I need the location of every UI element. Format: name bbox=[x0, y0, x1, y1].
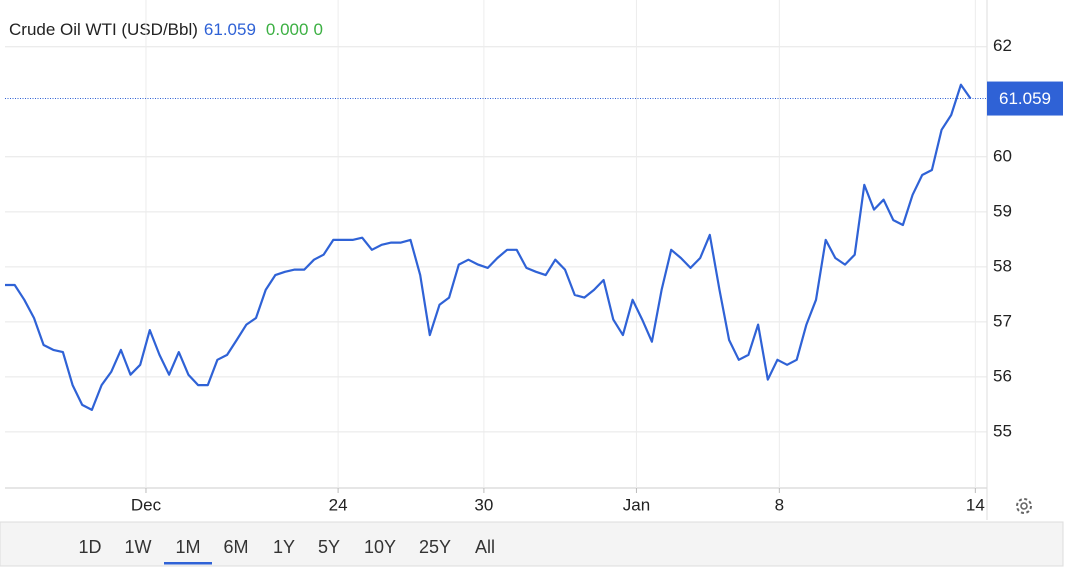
y-tick-label: 56 bbox=[993, 366, 1012, 385]
x-tick-label: 30 bbox=[474, 495, 493, 514]
change: 0.000 bbox=[266, 20, 309, 39]
range-button[interactable]: 1W bbox=[125, 537, 152, 557]
range-button[interactable]: 1D bbox=[78, 537, 101, 557]
x-tick-label: 14 bbox=[966, 495, 985, 514]
change-percent: 0 bbox=[313, 20, 322, 39]
y-tick-label: 60 bbox=[993, 146, 1012, 165]
range-active-underline bbox=[164, 562, 212, 565]
y-tick-label: 58 bbox=[993, 256, 1012, 275]
y-tick-label: 55 bbox=[993, 421, 1012, 440]
title-text: Crude Oil WTI (USD/Bbl) bbox=[9, 20, 198, 39]
range-button[interactable]: 10Y bbox=[364, 537, 396, 557]
x-tick-label: Jan bbox=[623, 495, 650, 514]
gear-center bbox=[1020, 502, 1028, 510]
last-price-label: 61.059 bbox=[999, 89, 1051, 108]
range-button[interactable]: 6M bbox=[223, 537, 248, 557]
y-tick-label: 57 bbox=[993, 311, 1012, 330]
y-tick-label: 59 bbox=[993, 201, 1012, 220]
range-button[interactable]: 1Y bbox=[273, 537, 295, 557]
y-tick-label: 62 bbox=[993, 36, 1012, 55]
range-button[interactable]: 25Y bbox=[419, 537, 451, 557]
range-button[interactable]: 1M bbox=[175, 537, 200, 557]
range-button[interactable]: 5Y bbox=[318, 537, 340, 557]
price-line bbox=[5, 83, 972, 411]
x-tick-label: 24 bbox=[329, 495, 348, 514]
last-price-box bbox=[987, 81, 1063, 116]
gear-teeth bbox=[1016, 498, 1032, 514]
range-button[interactable]: All bbox=[475, 537, 495, 557]
price: 61.059 bbox=[204, 20, 256, 39]
x-tick-label: Dec bbox=[131, 495, 162, 514]
title: Crude Oil WTI (USD/Bbl) 61.059 0.000 0 bbox=[9, 20, 323, 39]
x-tick-label: 8 bbox=[775, 495, 784, 514]
range-bar bbox=[0, 521, 1064, 567]
settings-icon[interactable] bbox=[1016, 498, 1032, 514]
